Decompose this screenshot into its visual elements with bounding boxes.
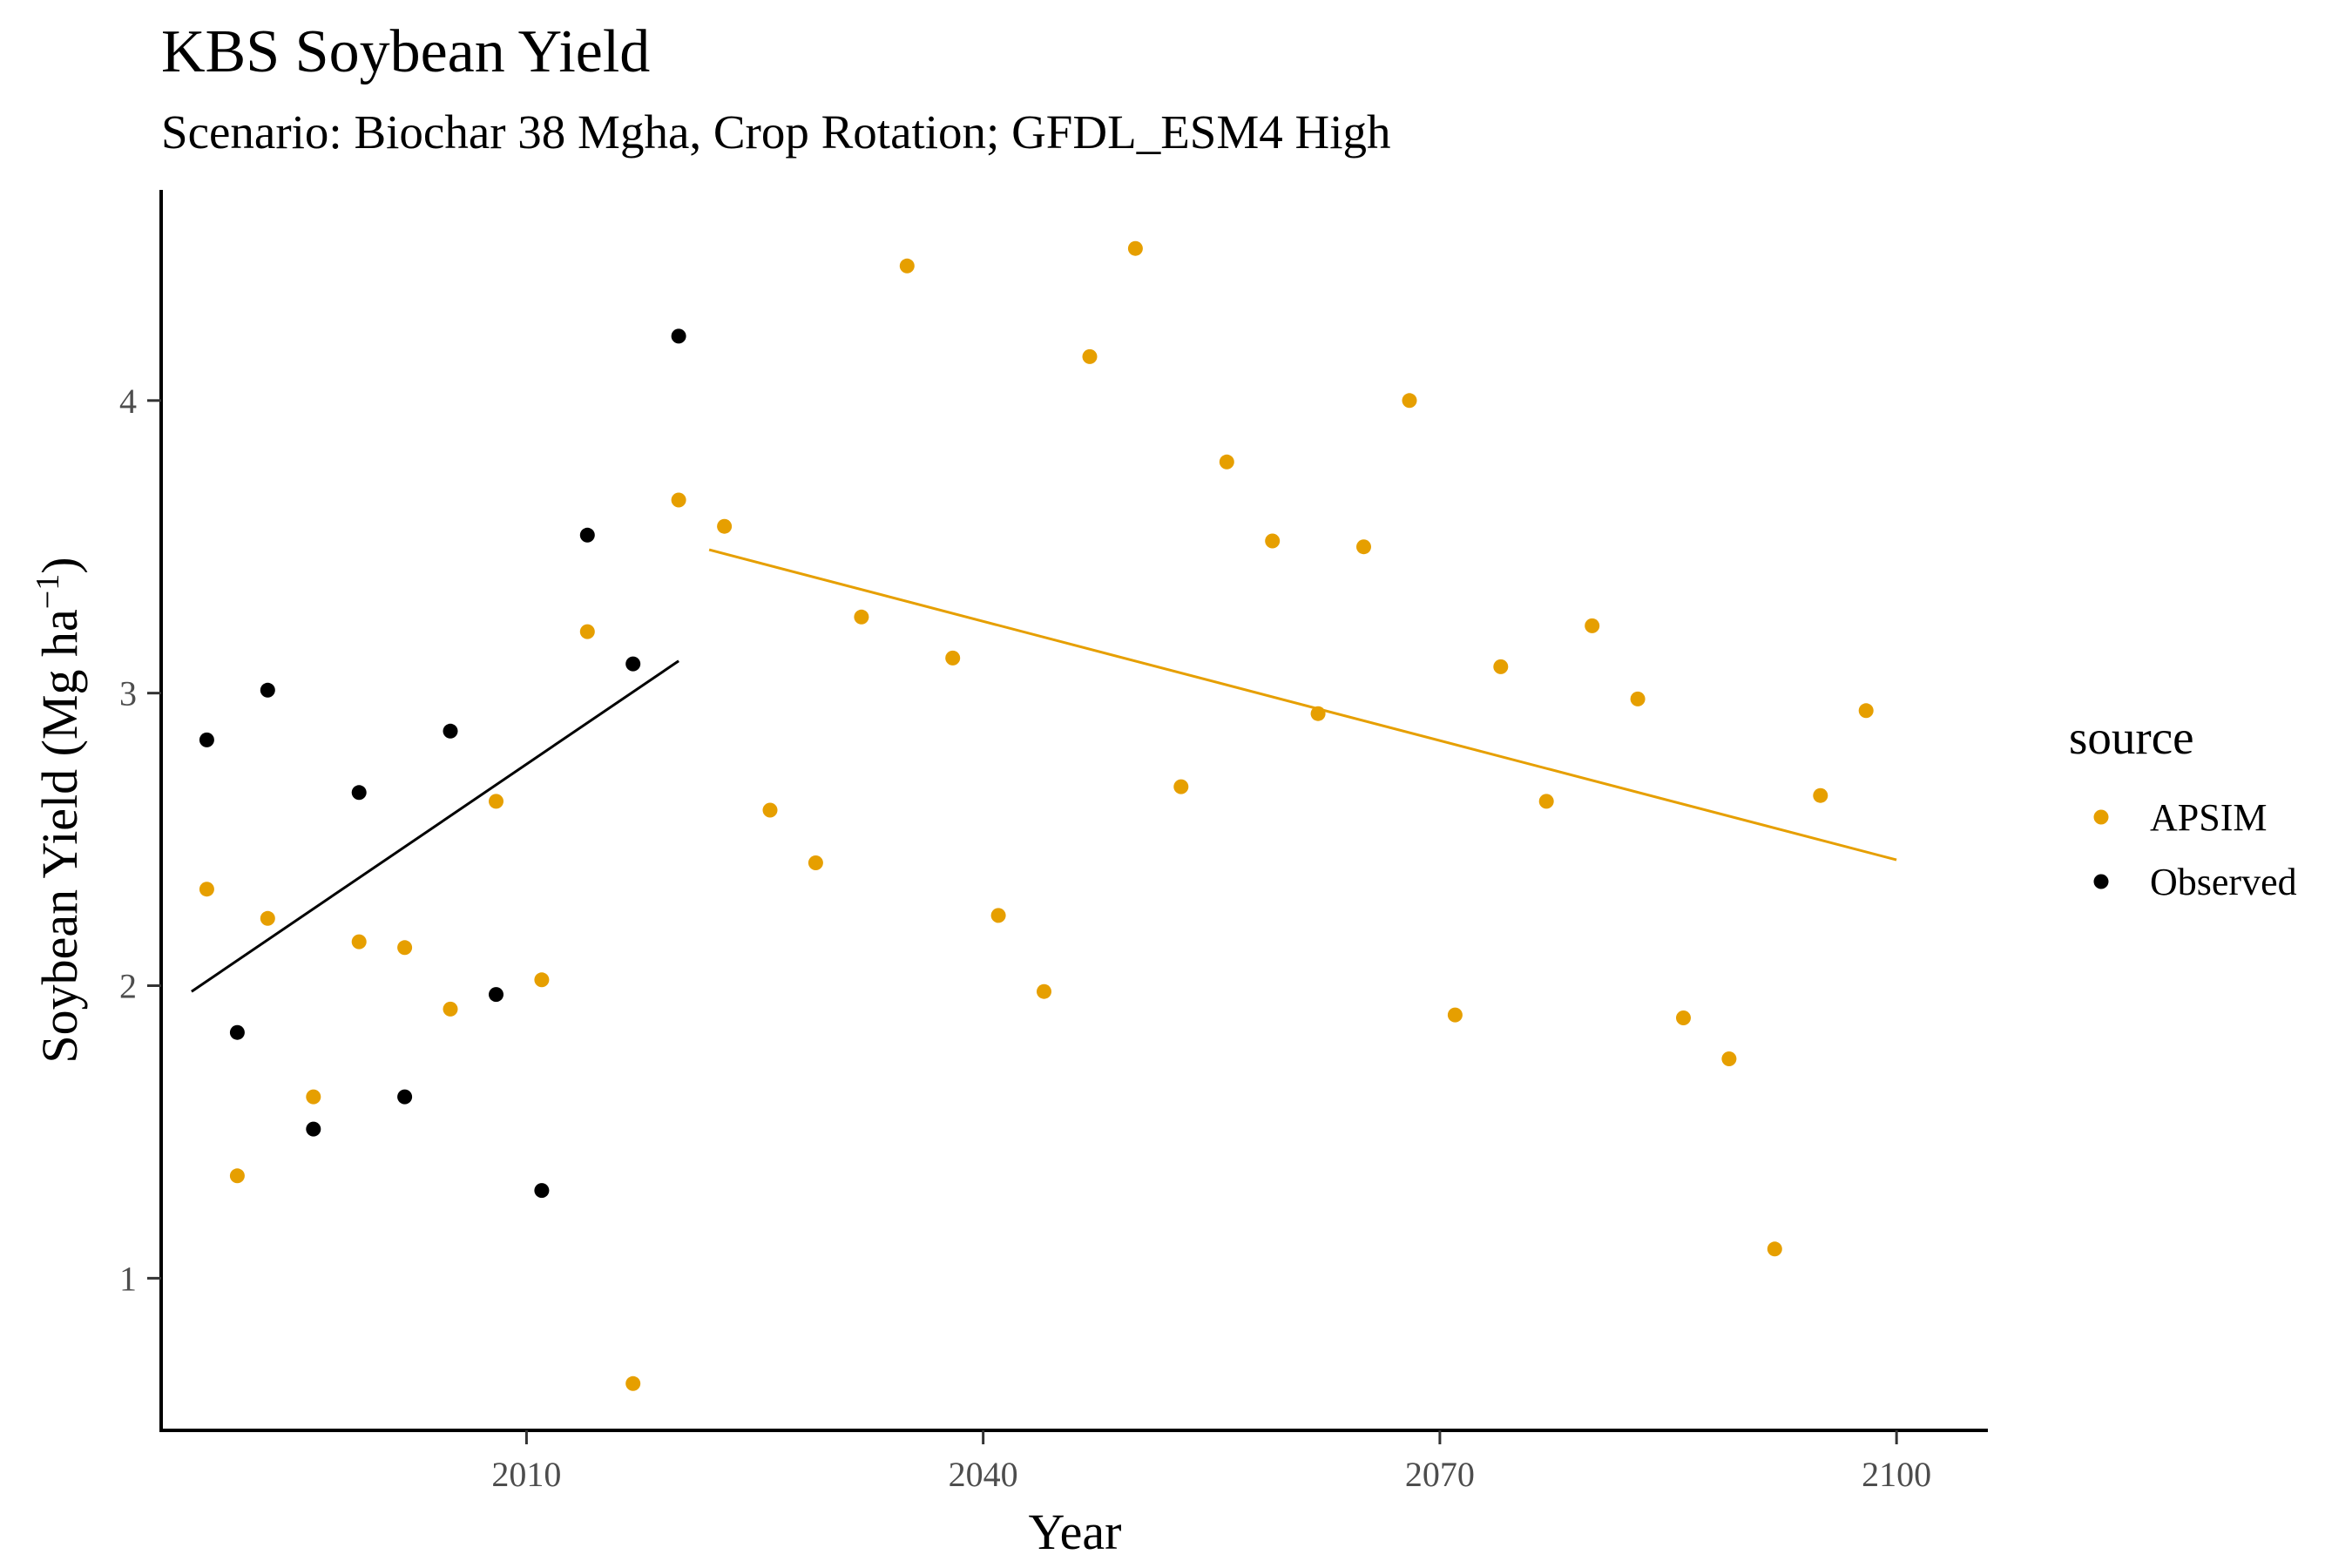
observed-trend-line	[191, 659, 679, 993]
apsim-point	[397, 940, 413, 956]
x-tick-label: 2070	[1405, 1455, 1475, 1494]
apsim-point	[1082, 348, 1098, 364]
apsim-point	[1767, 1241, 1782, 1257]
observed-point	[625, 656, 641, 672]
apsim-point	[1858, 703, 1874, 719]
legend-key-apsim	[2093, 809, 2109, 825]
legend-items: APSIM Observed	[2093, 796, 2297, 903]
legend: source APSIM Observed	[2069, 711, 2297, 903]
apsim-point	[489, 794, 504, 809]
apsim-point	[717, 518, 733, 534]
observed-point	[351, 785, 367, 801]
apsim-point	[1493, 659, 1509, 674]
apsim-point	[199, 882, 214, 897]
apsim-point	[671, 492, 686, 508]
trend-lines	[191, 548, 1897, 993]
apsim-point	[945, 650, 961, 666]
apsim-point	[443, 1001, 458, 1017]
apsim-point	[1173, 779, 1189, 794]
x-axis-title: Year	[1029, 1504, 1122, 1560]
legend-key-observed	[2093, 874, 2109, 889]
observed-point	[671, 328, 686, 344]
observed-point	[306, 1121, 321, 1137]
x-tick-label: 2100	[1862, 1455, 1931, 1494]
x-tick-label: 2010	[491, 1455, 561, 1494]
observed-point	[397, 1089, 413, 1105]
apsim-point	[1037, 983, 1051, 999]
apsim-point	[762, 802, 778, 818]
y-tick-label: 3	[119, 674, 137, 713]
apsim-point	[1676, 1010, 1691, 1025]
y-axis-title-main: Soybean Yield (Mg ha	[31, 609, 88, 1063]
apsim-point	[1630, 691, 1646, 706]
apsim-point	[1538, 794, 1554, 809]
observed-point	[579, 527, 595, 543]
apsim-point	[351, 934, 367, 950]
apsim-point	[1813, 787, 1828, 803]
plot-area	[191, 240, 1897, 1391]
y-axis-title-close: )	[31, 557, 88, 573]
observed-point	[489, 987, 504, 1003]
legend-label-observed: Observed	[2150, 861, 2297, 903]
legend-title: source	[2069, 711, 2194, 764]
apsim-point	[306, 1089, 321, 1105]
apsim-point	[534, 972, 550, 988]
observed-point	[199, 732, 214, 747]
apsim-point	[808, 855, 823, 870]
observed-point	[260, 682, 275, 698]
x-tick-label: 2040	[949, 1455, 1018, 1494]
apsim-point	[1402, 393, 1417, 409]
y-axis-title-sup: −1	[30, 574, 66, 609]
apsim-point	[1356, 539, 1371, 555]
apsim-point	[1310, 706, 1326, 721]
apsim-point	[1265, 533, 1281, 549]
y-tick-label: 4	[119, 382, 137, 421]
apsim-point	[625, 1375, 641, 1391]
observed-point	[229, 1024, 245, 1040]
x-axis-ticks: 2010 2040 2070 2100	[491, 1430, 1931, 1494]
y-axis-ticks: 1 2 3 4	[119, 382, 161, 1298]
y-tick-label: 2	[119, 967, 137, 1006]
observed-point	[443, 723, 458, 739]
apsim-point	[990, 908, 1006, 923]
apsim-point	[1219, 454, 1234, 470]
apsim-point	[229, 1168, 245, 1184]
apsim-point	[1447, 1007, 1463, 1023]
apsim-point	[1585, 618, 1600, 633]
apsim-point	[579, 624, 595, 639]
y-axis-title: Soybean Yield (Mg ha−1)	[30, 557, 88, 1063]
apsim-trend-line	[708, 548, 1897, 862]
apsim-point	[1127, 240, 1143, 256]
data-points	[199, 240, 1874, 1391]
apsim-point	[1721, 1051, 1737, 1066]
apsim-point	[899, 258, 915, 274]
apsim-point	[854, 609, 869, 625]
apsim-point	[260, 910, 275, 926]
legend-label-apsim: APSIM	[2150, 796, 2268, 839]
chart-subtitle: Scenario: Biochar 38 Mgha, Crop Rotation…	[161, 105, 1391, 159]
observed-point	[534, 1183, 550, 1199]
chart-title: KBS Soybean Yield	[161, 18, 650, 85]
y-tick-label: 1	[119, 1259, 137, 1298]
